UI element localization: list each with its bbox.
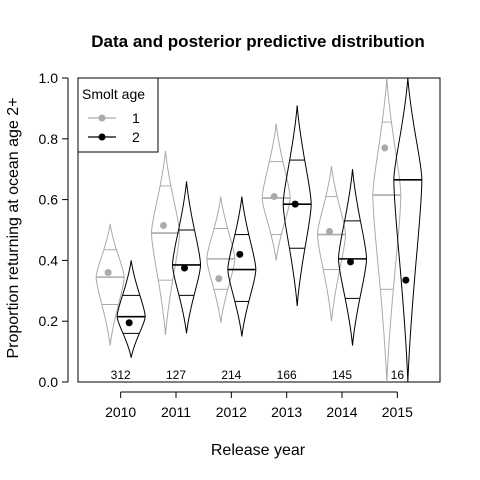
sample-size-label: 16 [391,368,405,382]
y-tick-label: 0.8 [39,131,59,147]
x-tick-label: 2010 [105,404,136,420]
violin-series-1-2013 [262,124,290,261]
violin-series-1-2014 [317,166,345,321]
sample-size-label: 127 [166,368,186,382]
violin-series-1-2012 [207,197,235,323]
x-tick-label: 2013 [271,404,302,420]
observed-point [160,222,167,229]
legend-title: Smolt age [82,86,145,102]
violin-outline [151,151,179,335]
y-tick-label: 1.0 [39,70,59,86]
y-tick-label: 0.2 [39,313,59,329]
y-tick-label: 0.0 [39,374,59,390]
x-tick-label: 2015 [382,404,413,420]
violin-outline [228,197,256,337]
violin-series-2-2013 [283,105,311,306]
legend-point-2 [99,134,106,141]
y-tick-label: 0.4 [39,252,59,268]
violin-series-2-2012 [228,197,256,337]
legend-label-2: 2 [132,129,140,145]
observed-point [292,201,299,208]
observed-point [181,265,188,272]
legend-label-1: 1 [132,110,140,126]
violin-series-2-2010 [117,260,145,357]
observed-point [236,251,243,258]
observed-point [215,275,222,282]
sample-size-label: 166 [277,368,297,382]
legend-point-1 [99,115,106,122]
observed-point [402,277,409,284]
observed-point [326,228,333,235]
y-axis: 0.0 0.2 0.4 0.6 0.8 1.0 [39,70,68,390]
observed-point [381,144,388,151]
sample-size-label: 145 [332,368,352,382]
violin-outline [394,78,422,382]
violin-series-1-2011 [151,151,179,335]
sample-size-label: 312 [111,368,131,382]
observed-point [126,319,133,326]
violin-outline [339,169,367,345]
observed-point [105,269,112,276]
x-axis: 2010 2011 2012 2013 2014 2015 [105,392,413,420]
chart-title: Data and posterior predictive distributi… [91,32,424,51]
violin-outline [317,166,345,321]
x-tick-label: 2014 [326,404,357,420]
x-axis-label: Release year [211,442,306,459]
violin-series-2-2014 [339,169,367,345]
observed-point [347,258,354,265]
sample-size-labels: 312 127 214 166 145 16 [111,368,405,382]
violin-outline [117,260,145,357]
x-tick-label: 2012 [216,404,247,420]
y-tick-label: 0.6 [39,192,59,208]
x-tick-label: 2011 [161,404,191,420]
sample-size-label: 214 [221,368,241,382]
legend: Smolt age 1 2 [78,78,158,152]
observed-point [271,193,278,200]
violin-outline [262,124,290,261]
y-axis-label: Proportion returning at ocean age 2+ [5,97,22,358]
violin-series-2-2015 [394,78,422,382]
